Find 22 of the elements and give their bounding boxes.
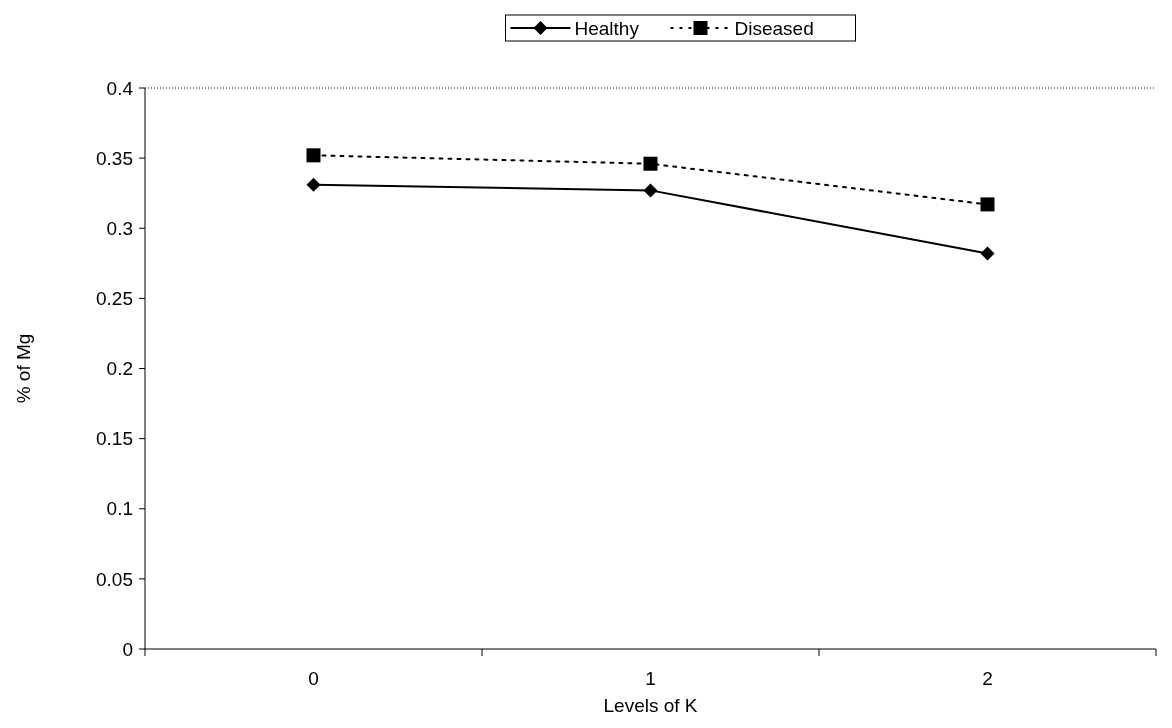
y-tick-label: 0.15 (96, 428, 133, 450)
point (643, 156, 658, 171)
point (306, 177, 321, 192)
legend-label: Healthy (574, 17, 640, 39)
y-tick-label: 0.05 (96, 568, 133, 590)
x-tick-label: 0 (308, 668, 319, 689)
y-tick-label: 0.4 (106, 77, 134, 99)
x-tick-label: 1 (645, 668, 656, 689)
legend-label: Diseased (734, 17, 814, 39)
y-tick-label: 0.2 (106, 358, 133, 380)
y-tick-label: 0.3 (106, 217, 133, 239)
point (643, 183, 658, 198)
y-tick-label: 0.1 (106, 498, 133, 520)
x-axis-title: Levels of K (603, 695, 698, 716)
x-tick-label: 2 (982, 668, 993, 689)
y-tick-label: 0 (122, 638, 133, 660)
y-tick-label: 0.25 (96, 288, 133, 310)
point (306, 148, 321, 163)
point (980, 246, 995, 261)
y-tick-label: 0.35 (96, 147, 133, 169)
y-axis-title: % of Mg (13, 333, 34, 404)
point (980, 197, 995, 212)
